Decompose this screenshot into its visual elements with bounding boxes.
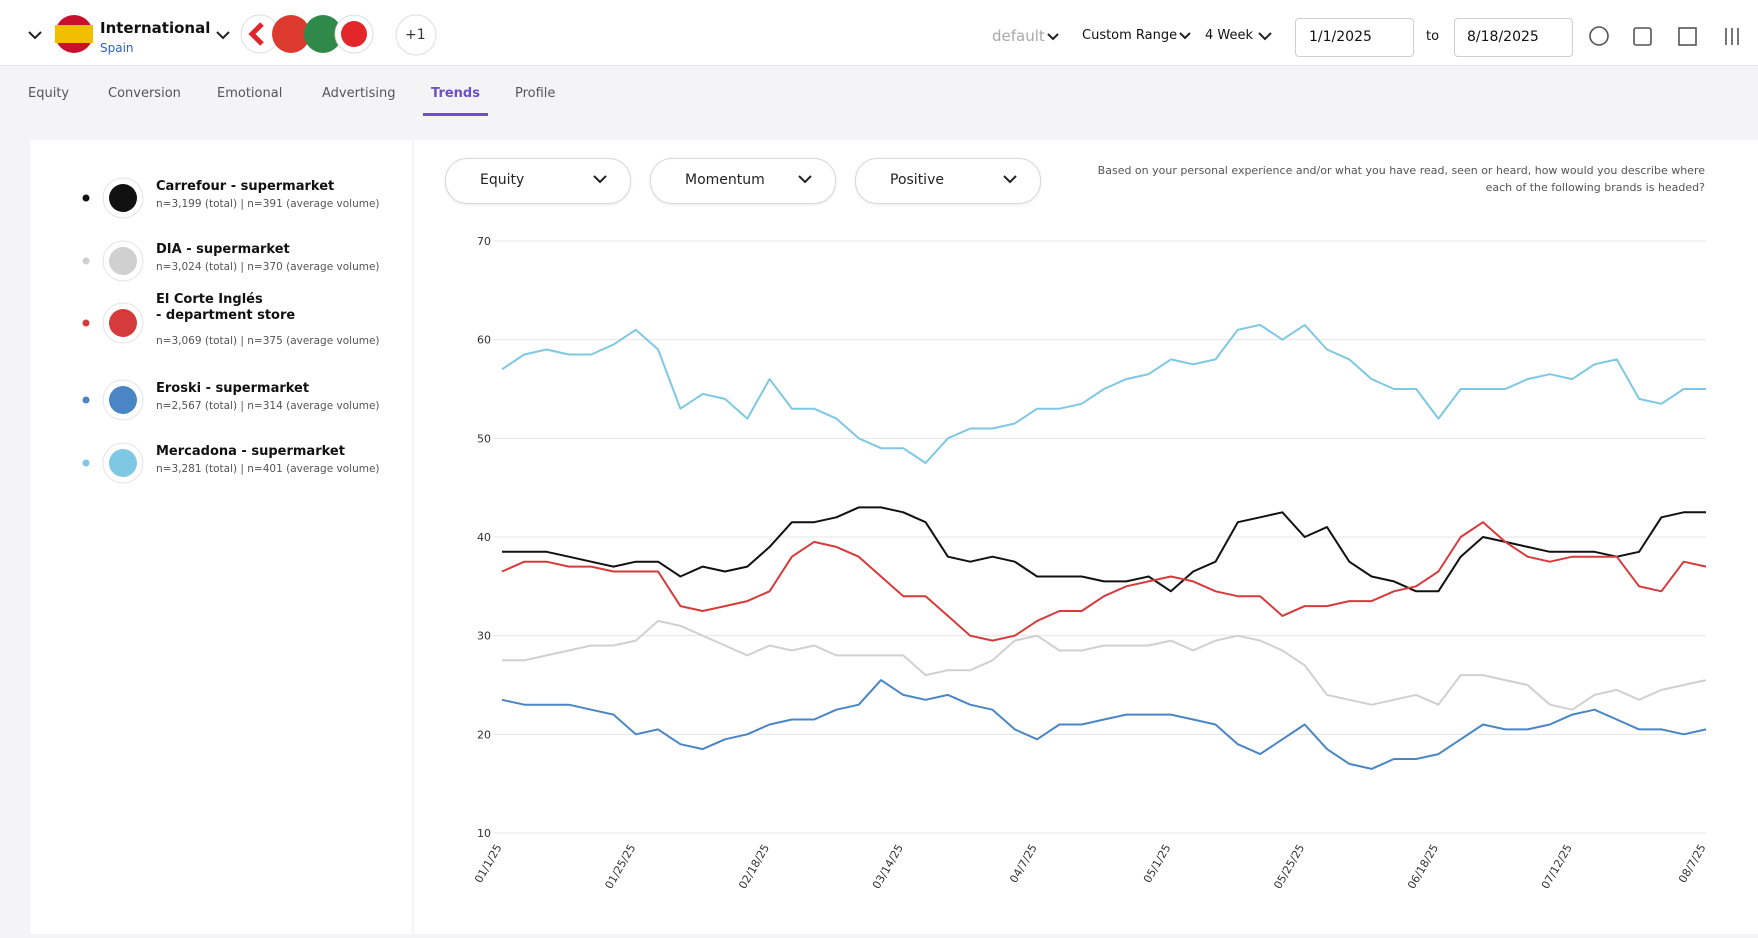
chevron[interactable] <box>1047 33 1059 41</box>
brand-logo <box>272 15 310 53</box>
legend-name: Mercadona - supermarket <box>156 444 345 459</box>
legend-name: Eroski - supermarket <box>156 381 309 396</box>
brand-logo-mark <box>341 21 367 47</box>
x-tick-label: 01/1/25 <box>472 842 504 885</box>
date-to-box[interactable] <box>1454 18 1573 57</box>
series-line <box>501 323 1706 464</box>
y-tick-label: 20 <box>477 728 491 741</box>
tab[interactable]: Emotional <box>217 86 282 101</box>
legend-dot <box>82 194 90 202</box>
x-tick-label: 03/14/25 <box>870 842 906 891</box>
more-brands[interactable] <box>395 14 437 56</box>
chart: 10 20 30 40 50 60 70 01/1/25 01/25/25 02/18/25 03/… <box>472 235 1708 891</box>
question-line: Based on your personal experience and/or… <box>1097 164 1705 177</box>
legend-name-line: - department store <box>156 308 295 323</box>
y-tick-label: 50 <box>477 432 491 445</box>
legend-logo-mark <box>109 386 137 414</box>
legend-dot <box>82 459 90 467</box>
header: International Spain +1 default Custom Ra… <box>0 0 1758 66</box>
legend-sample: n=3,281 (total) | n=401 (average volume) <box>156 463 380 475</box>
y-tick-label: 30 <box>477 630 491 643</box>
x-tick-label: 02/18/25 <box>736 842 772 891</box>
x-tick-label: 05/25/25 <box>1271 842 1307 891</box>
x-tick-label: 01/25/25 <box>602 842 638 891</box>
legend-sample: n=2,567 (total) | n=314 (average volume) <box>156 400 380 412</box>
tab-bar: Equity Conversion Emotional Advertising Tren… <box>28 86 555 116</box>
legend-logo-mark <box>109 247 137 275</box>
more-brands-label[interactable]: +1 <box>405 27 426 43</box>
legend-sample: n=3,024 (total) | n=370 (average volume) <box>156 261 380 273</box>
info-icon[interactable] <box>1589 26 1609 46</box>
date-to[interactable]: 8/18/2025 <box>1467 29 1539 45</box>
legend-logo-mark <box>109 449 137 477</box>
x-tick-label: 04/7/25 <box>1007 842 1039 885</box>
x-tick-label: 06/18/25 <box>1405 842 1441 891</box>
y-tick-label: 70 <box>477 235 491 248</box>
legend-logo-mark <box>109 184 137 212</box>
legend-sample: n=3,199 (total) | n=391 (average volume) <box>156 198 380 210</box>
tabs: Equity Conversion Emotional Advertising Tren… <box>0 66 1758 120</box>
series-line <box>502 506 1706 593</box>
legend-panel: Carrefour - supermarket n=3,199 (total) |… <box>30 140 412 934</box>
date-from-box[interactable] <box>1295 18 1414 57</box>
tab-underline <box>423 113 488 116</box>
tab[interactable]: Conversion <box>108 86 181 101</box>
x-tick-label: 07/12/25 <box>1539 842 1575 891</box>
legend-dot <box>82 319 90 327</box>
chevron[interactable] <box>216 31 230 40</box>
dropdown-label[interactable]: Equity <box>480 172 525 188</box>
chevron[interactable] <box>1258 32 1272 41</box>
window[interactable]: 4 Week <box>1205 28 1254 43</box>
legend-name: Carrefour - supermarket <box>156 179 334 194</box>
chevron[interactable] <box>28 31 42 40</box>
legend-logo-mark <box>109 309 137 337</box>
legend-sample: n=3,069 (total) | n=375 (average volume) <box>156 335 380 347</box>
header-icons <box>28 14 1739 56</box>
tab[interactable]: Advertising <box>322 86 396 101</box>
legend: Carrefour - supermarket n=3,199 (total) |… <box>82 177 380 484</box>
series-line <box>501 521 1707 642</box>
tab[interactable]: Trends <box>431 86 480 101</box>
legend-name: El Corte Inglés - department store <box>156 292 295 323</box>
range-type[interactable]: Custom Range <box>1082 28 1178 43</box>
y-tick-label: 60 <box>477 334 491 347</box>
legend-name-line: El Corte Inglés <box>156 292 263 307</box>
question-line: each of the following brands is headed? <box>1485 181 1705 194</box>
export-icon[interactable] <box>1678 27 1697 46</box>
legend-dot <box>82 257 90 265</box>
y-tick-label: 10 <box>477 827 491 840</box>
preset[interactable]: default <box>992 27 1045 45</box>
settings-icon[interactable] <box>1725 28 1739 45</box>
y-tick-label: 40 <box>477 531 491 544</box>
flag-band <box>55 25 93 43</box>
x-tick-label: 08/7/25 <box>1676 842 1708 885</box>
tab[interactable]: Equity <box>28 86 69 101</box>
series-line <box>501 679 1707 770</box>
series-line <box>502 619 1707 711</box>
dropdown[interactable]: Equity <box>445 158 631 204</box>
chevron[interactable] <box>1179 32 1191 40</box>
date-from[interactable]: 1/1/2025 <box>1309 29 1372 45</box>
country: Spain <box>100 41 134 55</box>
region[interactable]: International <box>100 19 211 37</box>
brand-logo <box>304 15 342 53</box>
x-tick-label: 05/1/25 <box>1141 842 1173 885</box>
legend-dot <box>82 396 90 404</box>
save-icon[interactable] <box>1633 27 1652 46</box>
brand-logo-mark <box>248 22 264 46</box>
legend-name: DIA - supermarket <box>156 242 290 257</box>
tab[interactable]: Profile <box>515 86 555 101</box>
date-separator: to <box>1426 29 1440 44</box>
